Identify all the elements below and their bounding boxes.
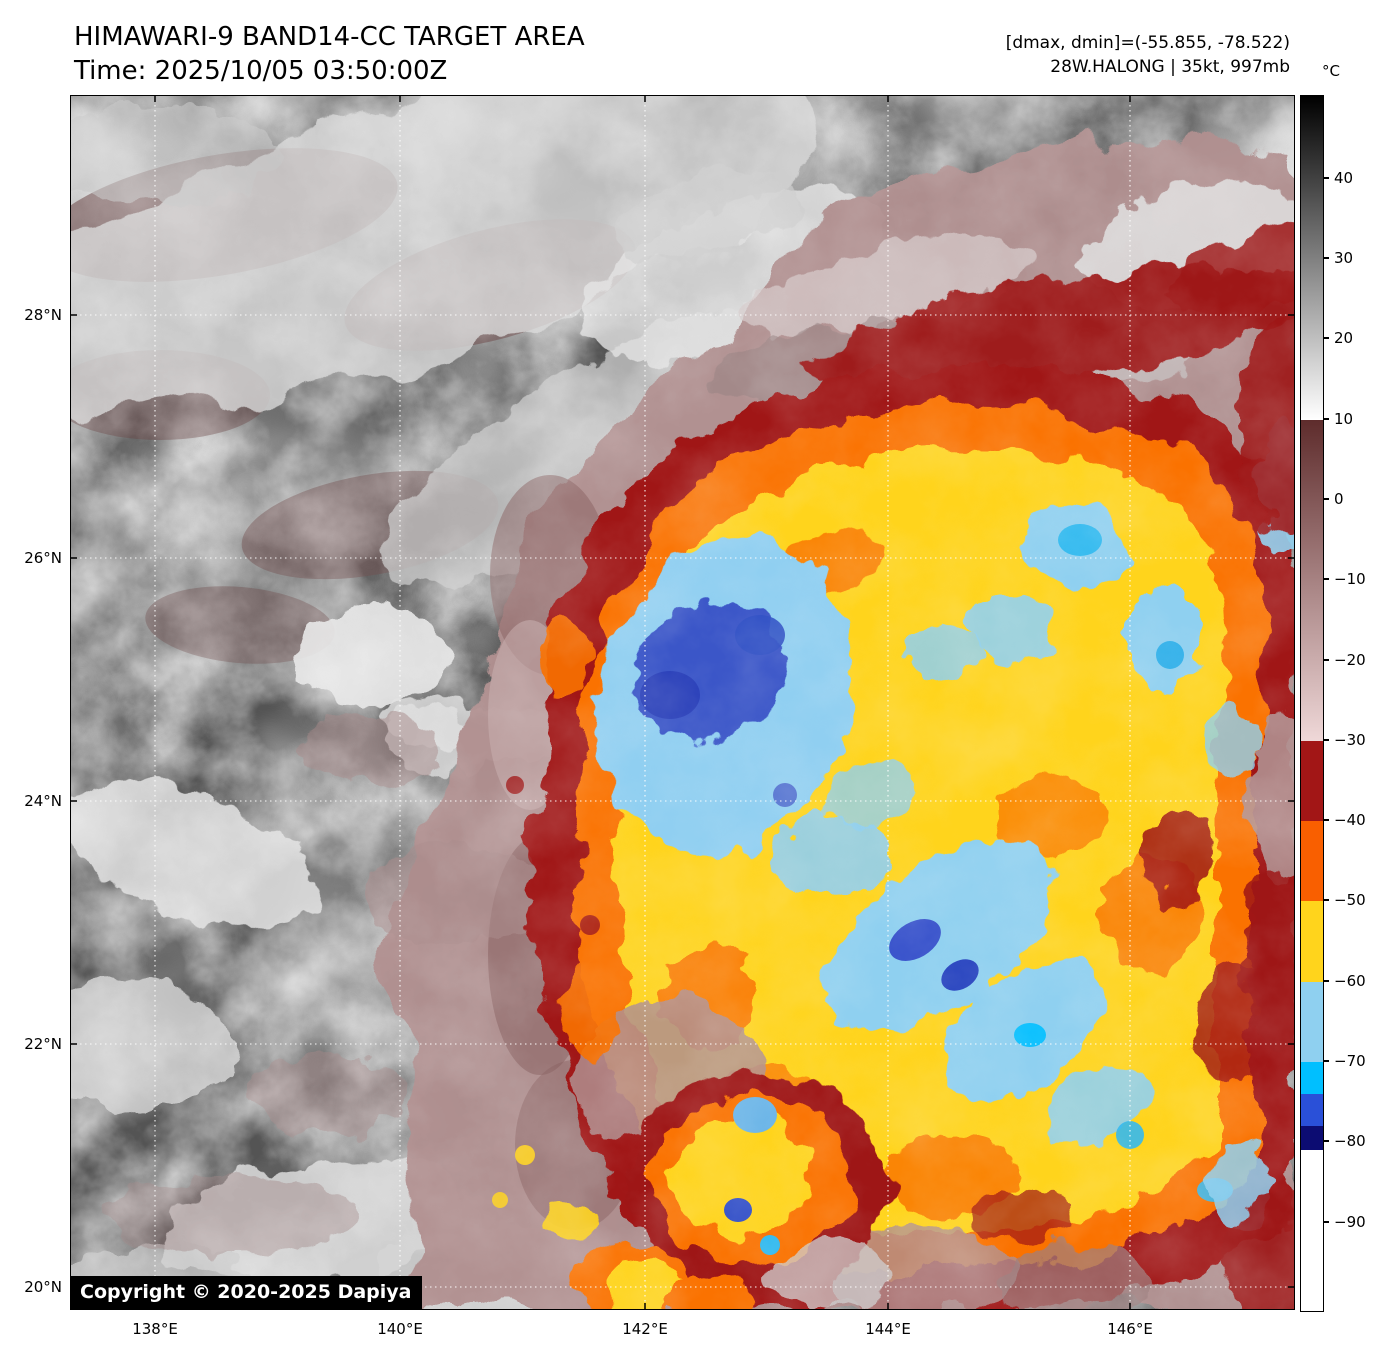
texture-overlay <box>70 95 1295 1310</box>
colorbar-tick-mark <box>1323 1060 1329 1063</box>
colorbar-tick-mark <box>1323 819 1329 822</box>
colorbar-tick-label: −60 <box>1334 971 1366 990</box>
copyright-badge: Copyright © 2020-2025 Dapiya <box>71 1276 423 1309</box>
lat-label: 24°N <box>24 792 62 810</box>
colorbar-tick-mark <box>1323 578 1329 581</box>
colorbar-tick-mark <box>1323 176 1329 179</box>
colorbar-tick-mark <box>1323 337 1329 340</box>
lon-label: 144°E <box>865 1320 911 1338</box>
gridlines <box>70 95 1295 1310</box>
colorbar-tick-mark <box>1323 658 1329 661</box>
colorbar-tick-mark <box>1323 979 1329 982</box>
lon-label: 140°E <box>377 1320 423 1338</box>
colorbar-tick-mark <box>1323 1140 1329 1143</box>
lat-label: 28°N <box>24 306 62 324</box>
lon-label: 146°E <box>1107 1320 1153 1338</box>
colorbar-segment <box>1301 1062 1323 1095</box>
colorbar-tick-label: −20 <box>1334 650 1366 669</box>
lat-label: 22°N <box>24 1035 62 1053</box>
colorbar-tick-label: −10 <box>1334 570 1366 589</box>
colorbar-segment <box>1301 96 1323 421</box>
colorbar-tick-label: −70 <box>1334 1052 1366 1071</box>
colorbar-segment <box>1301 419 1323 742</box>
lat-label: 26°N <box>24 549 62 567</box>
colorbar-segment <box>1301 901 1323 983</box>
colorbar-tick-label: 0 <box>1334 489 1344 508</box>
colorbar-tick-label: 30 <box>1334 249 1354 267</box>
colorbar-segment <box>1301 740 1323 822</box>
colorbar-tick-mark <box>1323 417 1329 420</box>
colorbar-tick-label: 10 <box>1334 409 1354 428</box>
colorbar-tick-label: −80 <box>1334 1132 1366 1151</box>
colorbar-segment <box>1301 981 1323 1063</box>
colorbar-segment <box>1301 1150 1323 1311</box>
colorbar-tick-mark <box>1323 497 1329 500</box>
colorbar-tick-label: −50 <box>1334 891 1366 910</box>
colorbar-tick-mark <box>1323 899 1329 902</box>
colorbar-tick-mark <box>1323 257 1329 259</box>
colorbar-segment <box>1301 821 1323 902</box>
timestamp: Time: 2025/10/05 03:50:00Z <box>74 56 448 86</box>
colorbar-tick-mark <box>1323 1220 1329 1223</box>
colorbar-tick-label: 40 <box>1334 168 1354 187</box>
colorbar-tick-label: −90 <box>1334 1212 1366 1231</box>
page-title: HIMAWARI-9 BAND14-CC TARGET AREA <box>74 22 585 52</box>
lon-label: 138°E <box>132 1320 178 1338</box>
colorbar-segment <box>1301 1094 1323 1127</box>
colorbar-segment <box>1301 1126 1323 1151</box>
storm-info: 28W.HALONG | 35kt, 997mb <box>1050 57 1290 77</box>
colorbar-unit-label: °C <box>1322 62 1340 80</box>
colorbar-tick-label: 20 <box>1334 329 1354 348</box>
lat-label: 20°N <box>24 1278 62 1296</box>
satellite-image <box>70 95 1295 1310</box>
satellite-map <box>70 95 1295 1310</box>
colorbar-tick-mark <box>1323 738 1329 741</box>
lon-label: 142°E <box>622 1320 668 1338</box>
dmax-dmin-readout: [dmax, dmin]=(-55.855, -78.522) <box>1005 33 1290 53</box>
colorbar-tick-label: −40 <box>1334 811 1366 830</box>
colorbar-tick-label: −30 <box>1334 730 1366 749</box>
colorbar <box>1300 95 1324 1312</box>
